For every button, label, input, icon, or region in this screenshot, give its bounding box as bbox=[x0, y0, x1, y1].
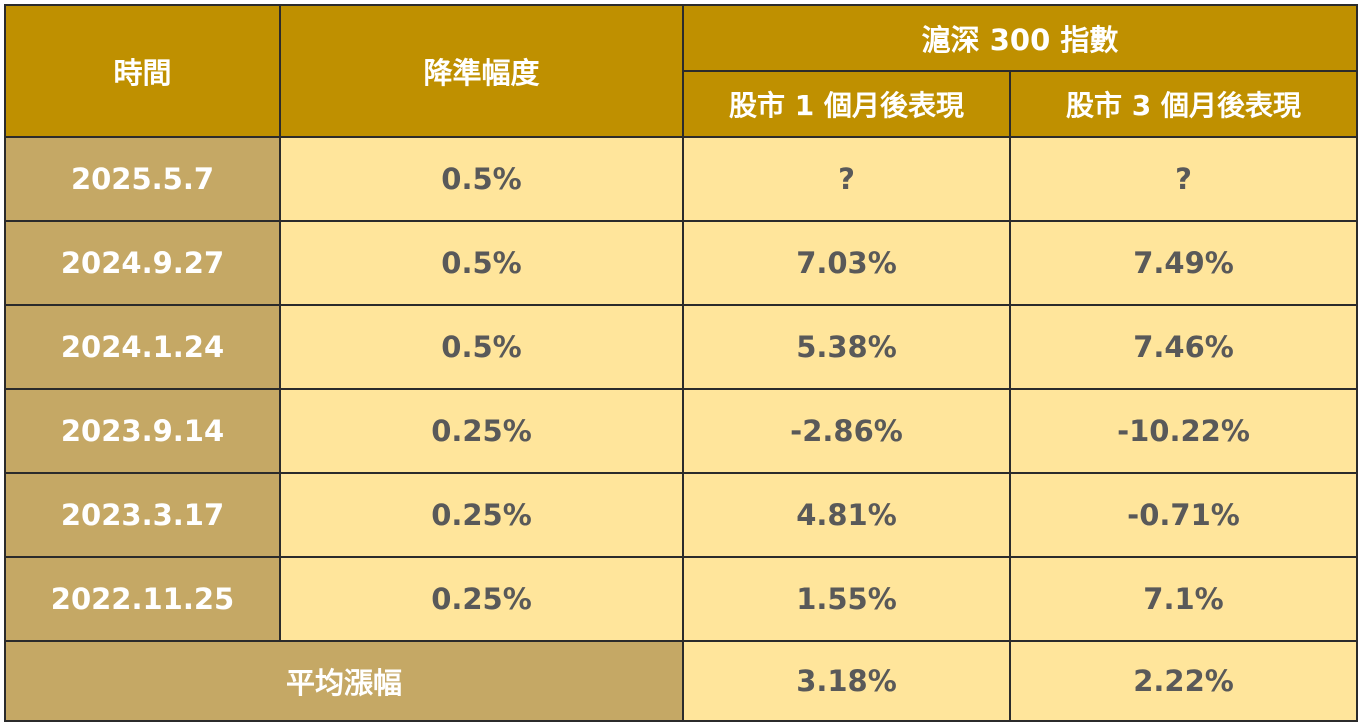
date-cell: 2022.11.25 bbox=[4, 556, 281, 642]
m1-cell: 7.03% bbox=[682, 220, 1011, 306]
cut-cell: 0.25% bbox=[279, 472, 684, 558]
table-row: 2024.1.24 0.5% 5.38% 7.46% bbox=[4, 304, 1359, 390]
m3-cell: ? bbox=[1008, 136, 1359, 222]
average-label: 平均漲幅 bbox=[4, 640, 684, 722]
table-row: 2023.9.14 0.25% -2.86% -10.22% bbox=[4, 388, 1359, 474]
m1-cell: 5.38% bbox=[682, 304, 1011, 390]
header-time: 時間 bbox=[4, 4, 281, 138]
rrr-cut-table: 時間 降準幅度 滬深 300 指數 股市 1 個月後表現 股市 3 個月後表現 … bbox=[4, 4, 1359, 722]
m1-cell: ? bbox=[682, 136, 1011, 222]
header-1-month: 股市 1 個月後表現 bbox=[682, 70, 1011, 138]
table-row: 2023.3.17 0.25% 4.81% -0.71% bbox=[4, 472, 1359, 558]
cut-cell: 0.25% bbox=[279, 556, 684, 642]
m3-cell: 7.1% bbox=[1008, 556, 1359, 642]
table-row: 2025.5.7 0.5% ? ? bbox=[4, 136, 1359, 222]
cut-cell: 0.5% bbox=[279, 304, 684, 390]
header-index-group: 滬深 300 指數 bbox=[681, 4, 1359, 72]
m3-cell: 7.46% bbox=[1008, 304, 1359, 390]
average-row: 平均漲幅 3.18% 2.22% bbox=[4, 640, 1359, 722]
m1-cell: 1.55% bbox=[682, 556, 1011, 642]
m3-cell: -10.22% bbox=[1008, 388, 1359, 474]
table-row: 2022.11.25 0.25% 1.55% 7.1% bbox=[4, 556, 1359, 642]
date-cell: 2024.9.27 bbox=[4, 220, 281, 306]
average-m1-cell: 3.18% bbox=[682, 640, 1011, 722]
header-3-month: 股市 3 個月後表現 bbox=[1008, 70, 1359, 138]
date-cell: 2023.9.14 bbox=[4, 388, 281, 474]
cut-cell: 0.5% bbox=[279, 136, 684, 222]
m3-cell: -0.71% bbox=[1008, 472, 1359, 558]
average-m3-cell: 2.22% bbox=[1008, 640, 1359, 722]
header-row-1: 時間 降準幅度 滬深 300 指數 bbox=[4, 4, 1359, 138]
header-row-2: 股市 1 個月後表現 股市 3 個月後表現 bbox=[5, 70, 1359, 138]
header-cut: 降準幅度 bbox=[279, 4, 684, 138]
date-cell: 2023.3.17 bbox=[4, 472, 281, 558]
m1-cell: 4.81% bbox=[682, 472, 1011, 558]
cut-cell: 0.5% bbox=[279, 220, 684, 306]
date-cell: 2024.1.24 bbox=[4, 304, 281, 390]
cut-cell: 0.25% bbox=[279, 388, 684, 474]
m1-cell: -2.86% bbox=[682, 388, 1011, 474]
date-cell: 2025.5.7 bbox=[4, 136, 281, 222]
m3-cell: 7.49% bbox=[1008, 220, 1359, 306]
table-row: 2024.9.27 0.5% 7.03% 7.49% bbox=[4, 220, 1359, 306]
